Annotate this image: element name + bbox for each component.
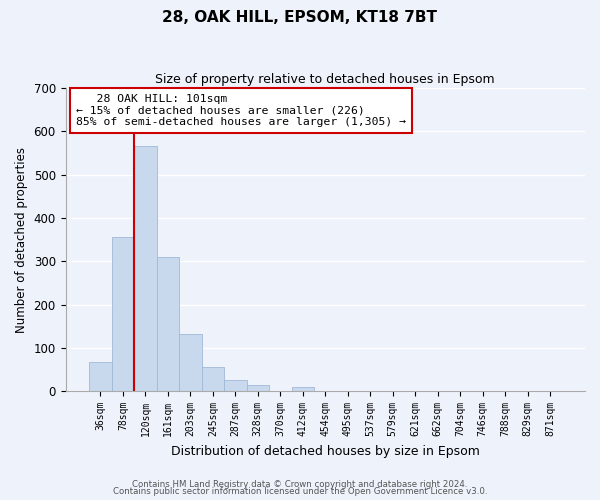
Bar — [89, 362, 112, 391]
Bar — [112, 238, 134, 391]
Bar — [292, 388, 314, 391]
Bar — [134, 146, 157, 391]
Bar — [179, 334, 202, 391]
Bar — [202, 366, 224, 391]
Text: 28, OAK HILL, EPSOM, KT18 7BT: 28, OAK HILL, EPSOM, KT18 7BT — [163, 10, 437, 25]
Text: Contains public sector information licensed under the Open Government Licence v3: Contains public sector information licen… — [113, 488, 487, 496]
Title: Size of property relative to detached houses in Epsom: Size of property relative to detached ho… — [155, 72, 495, 86]
Bar — [247, 385, 269, 391]
Bar — [157, 256, 179, 391]
Text: 28 OAK HILL: 101sqm
← 15% of detached houses are smaller (226)
85% of semi-detac: 28 OAK HILL: 101sqm ← 15% of detached ho… — [76, 94, 406, 128]
X-axis label: Distribution of detached houses by size in Epsom: Distribution of detached houses by size … — [171, 444, 480, 458]
Bar — [224, 380, 247, 391]
Text: Contains HM Land Registry data © Crown copyright and database right 2024.: Contains HM Land Registry data © Crown c… — [132, 480, 468, 489]
Y-axis label: Number of detached properties: Number of detached properties — [15, 146, 28, 332]
